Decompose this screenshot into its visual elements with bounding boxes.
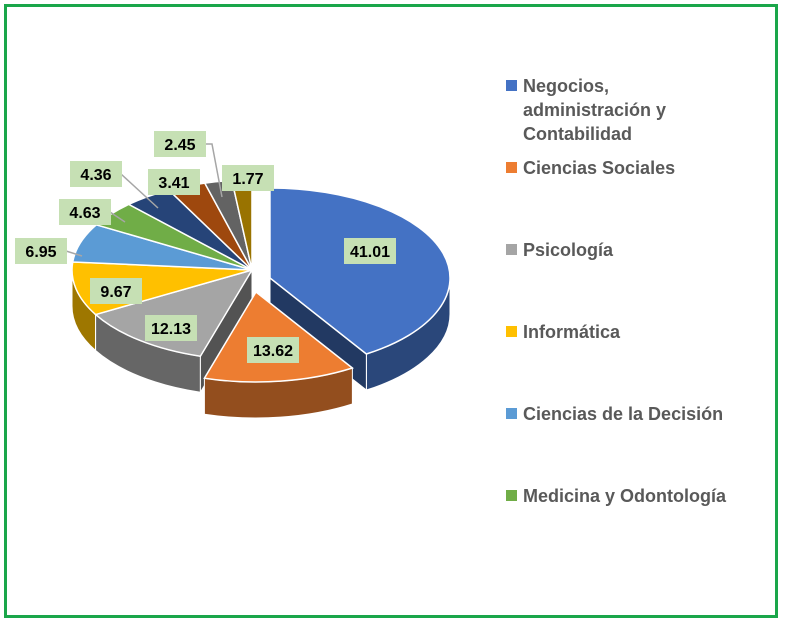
legend-label-6: Medicina y Odontología	[523, 486, 727, 506]
legend-label-2: Ciencias Sociales	[523, 158, 676, 178]
data-label-6: 4.63	[69, 205, 100, 222]
pie-slice-2	[203, 290, 354, 383]
pie-data-labels: 41.01 13.62 12.13 9.67 6.95 4.63 4.36 3.41 2.45 1…	[15, 131, 396, 363]
leader-line-5	[65, 250, 83, 257]
legend-label-1: Negocios, administración y Contabilidad	[523, 76, 667, 144]
legend-label-4: Informática	[523, 322, 621, 342]
pie-slice-1	[269, 187, 451, 355]
leader-line-7	[120, 173, 159, 209]
legend-item-1: Negocios, administración y Contabilidad	[506, 74, 763, 146]
legend-swatch-1	[506, 80, 517, 91]
data-label-box-9	[154, 131, 206, 157]
data-label-3: 12.13	[151, 321, 191, 338]
leader-line-9	[205, 143, 223, 198]
legend-item-5: Ciencias de la Decisión	[506, 402, 763, 426]
data-label-1: 41.01	[350, 244, 390, 261]
data-label-2: 13.62	[253, 343, 293, 360]
legend-label-3: Psicología	[523, 240, 614, 260]
legend-label-5: Ciencias de la Decisión	[523, 404, 724, 424]
data-label-box-2	[247, 337, 299, 363]
data-label-7: 4.36	[80, 167, 111, 184]
legend-swatch-2	[506, 162, 517, 173]
data-label-box-8	[148, 169, 200, 195]
data-label-5: 6.95	[25, 244, 56, 261]
data-label-box-3	[145, 315, 197, 341]
data-label-box-5	[15, 238, 67, 264]
leader-line-6	[109, 211, 126, 223]
data-label-box-6	[59, 199, 111, 225]
legend-item-6: Medicina y Odontología	[506, 484, 763, 508]
legend-item-3: Psicología	[506, 238, 763, 262]
pie-slice-3	[94, 268, 254, 358]
data-label-box-1	[344, 238, 396, 264]
pie-leader-lines	[65, 143, 223, 257]
legend-item-2: Ciencias Sociales	[506, 156, 763, 180]
data-label-4: 9.67	[100, 284, 131, 301]
data-label-8: 3.41	[158, 175, 189, 192]
legend-swatch-4	[506, 326, 517, 337]
data-label-box-10	[222, 165, 274, 191]
legend-swatch-6	[506, 490, 517, 501]
data-label-box-4	[90, 278, 142, 304]
data-label-9: 2.45	[164, 137, 195, 154]
legend-swatch-5	[506, 408, 517, 419]
data-label-10: 1.77	[232, 171, 263, 188]
data-label-box-7	[70, 161, 122, 187]
pie-tops	[71, 179, 451, 383]
legend-item-4: Informática	[506, 320, 763, 344]
legend-swatch-3	[506, 244, 517, 255]
